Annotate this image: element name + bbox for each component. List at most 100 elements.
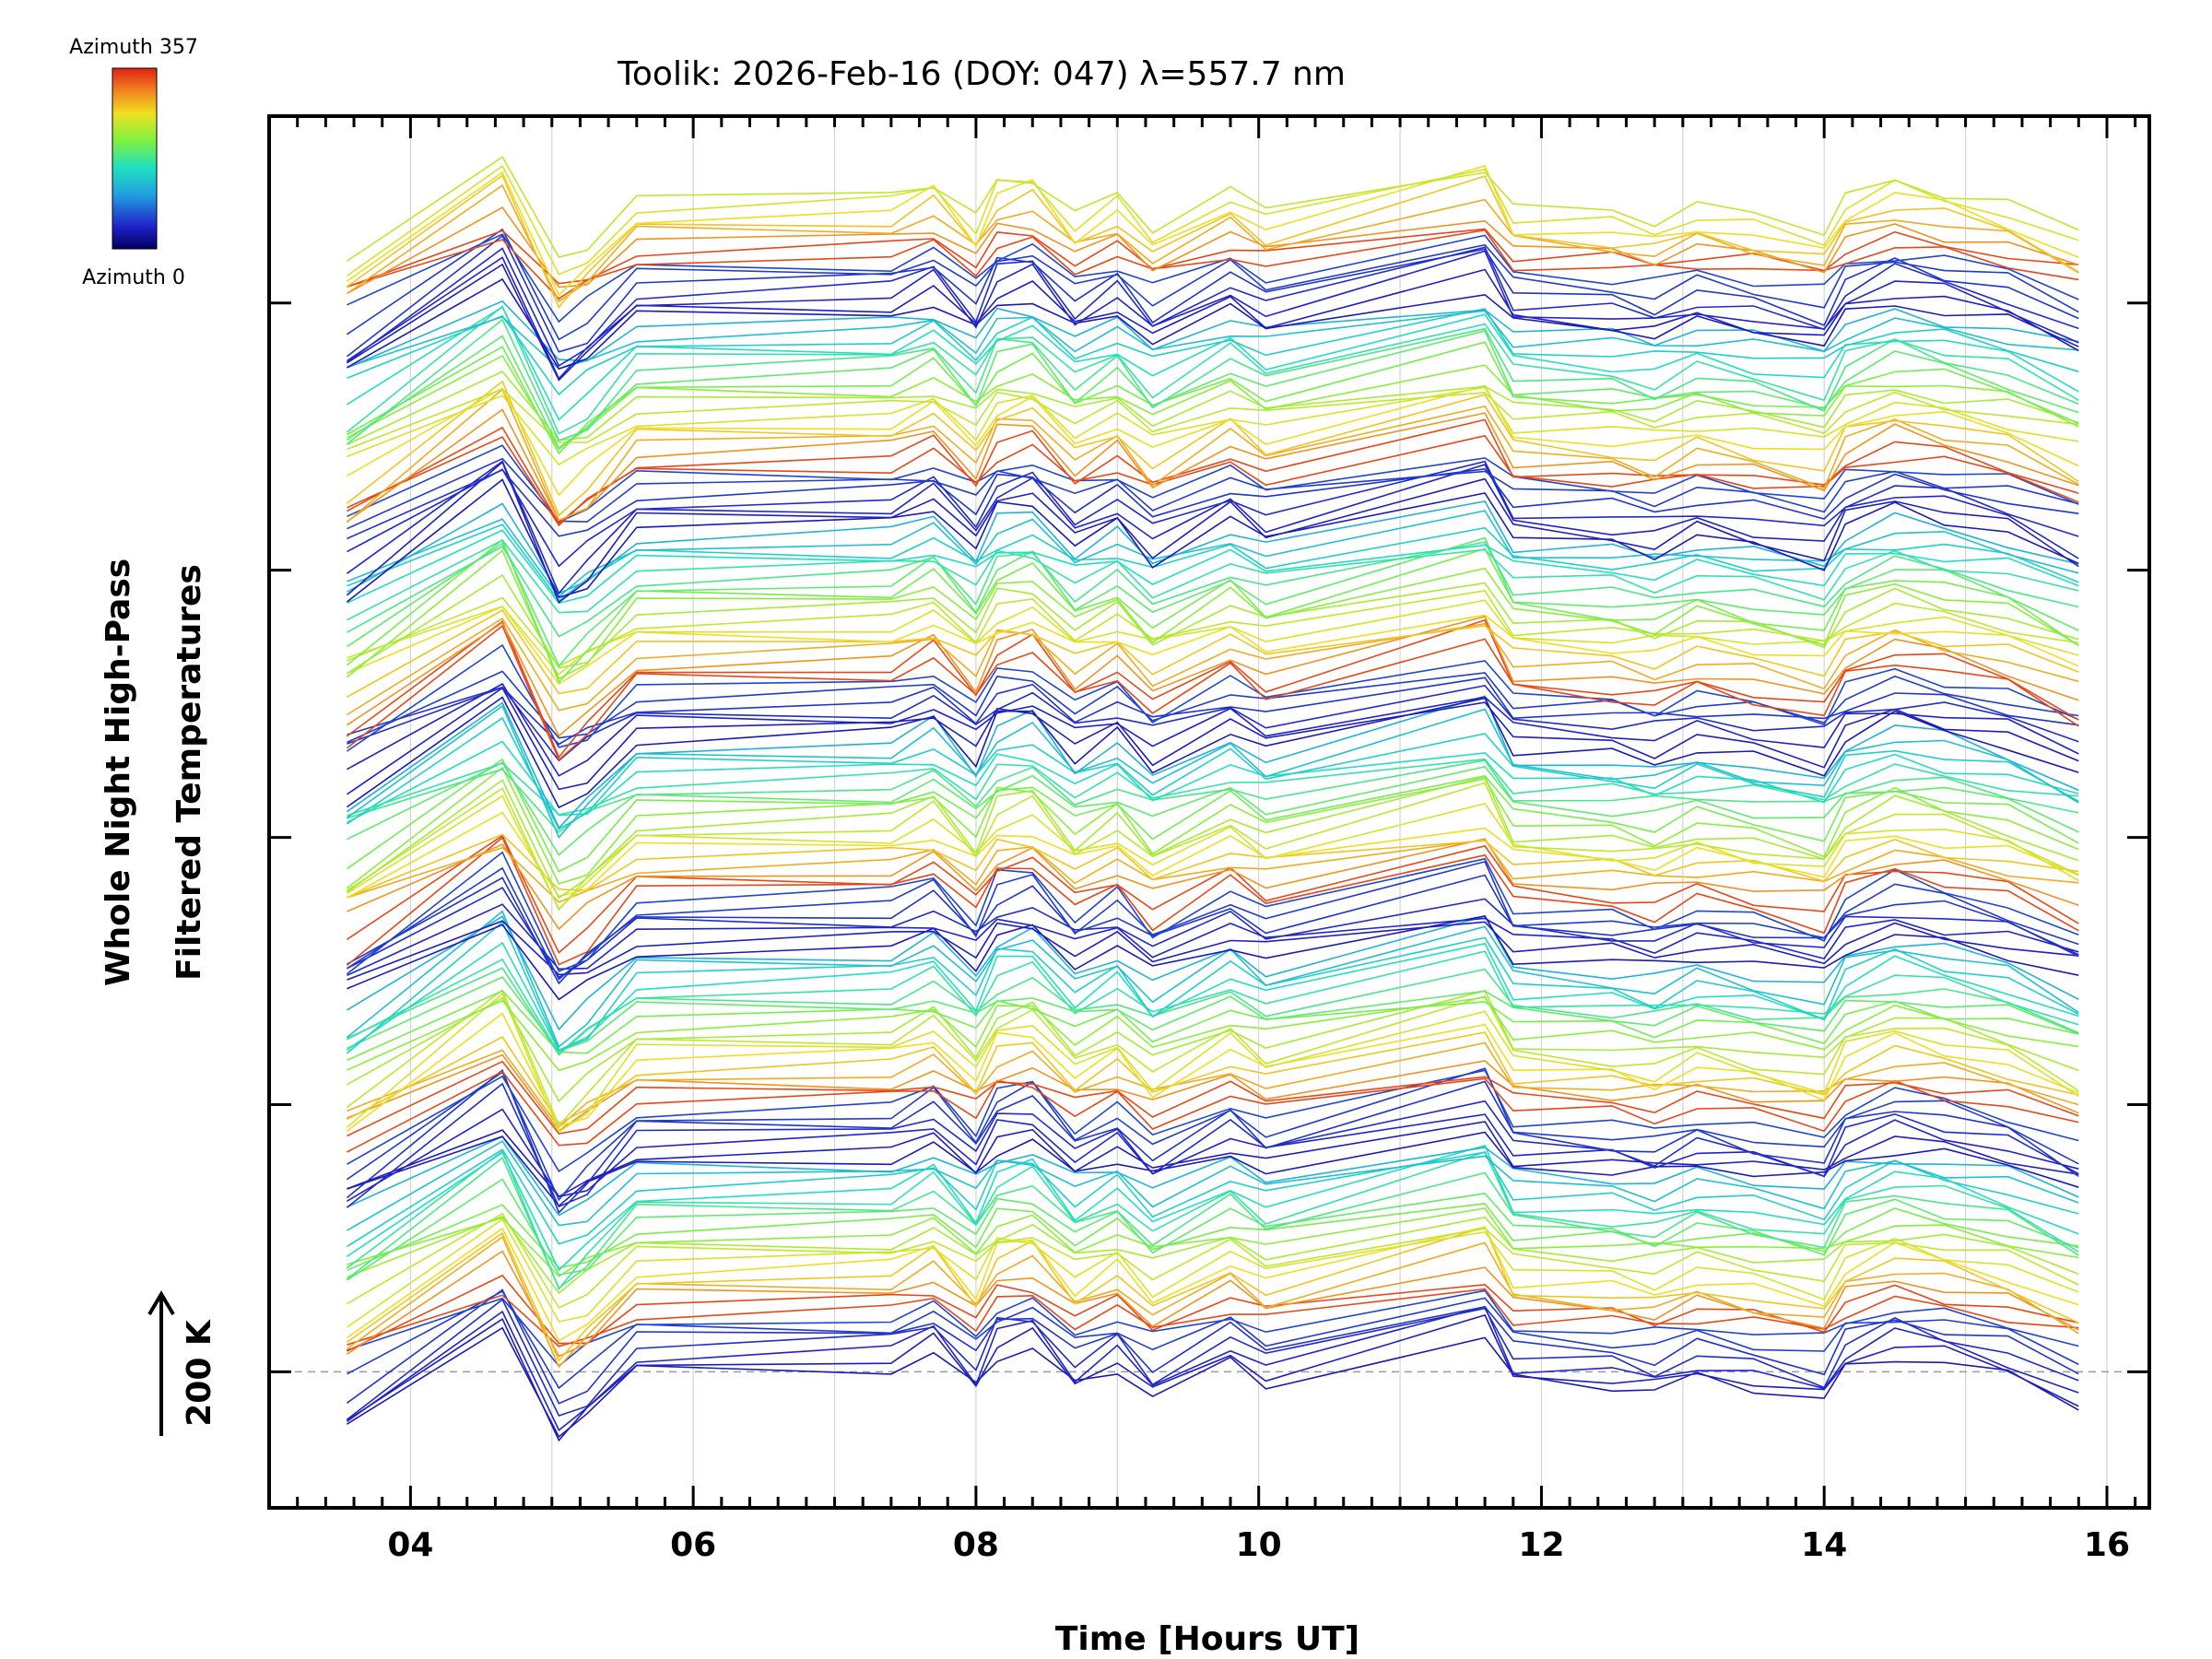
azimuth-trace	[347, 759, 2079, 833]
azimuth-trace	[347, 460, 2079, 568]
y-axis-label-line1: Whole Night High-Pass	[100, 559, 137, 986]
azimuth-trace	[346, 834, 2079, 954]
azimuth-trace	[347, 599, 2079, 676]
azimuth-trace	[346, 687, 2079, 795]
azimuth-trace	[346, 775, 2079, 900]
azimuth-trace	[347, 740, 2079, 824]
azimuth-trace	[346, 536, 2079, 667]
azimuth-trace	[347, 308, 2079, 396]
azimuth-trace	[347, 761, 2079, 856]
azimuth-trace	[347, 1289, 2079, 1390]
azimuth-trace	[346, 1156, 2079, 1289]
azimuth-trace	[346, 549, 2079, 680]
azimuth-trace	[346, 234, 2079, 358]
azimuth-trace	[347, 457, 2079, 530]
azimuth-trace	[347, 1207, 2079, 1277]
azimuth-trace	[346, 380, 2079, 517]
x-tick-label: 10	[1236, 1526, 1282, 1564]
azimuth-trace	[346, 183, 2079, 303]
azimuth-trace	[346, 992, 2079, 1134]
azimuth-trace	[346, 1145, 2079, 1272]
azimuth-trace	[347, 920, 2079, 981]
azimuth-trace	[347, 839, 2079, 903]
azimuth-trace	[347, 510, 2079, 598]
azimuth-trace	[346, 250, 2079, 381]
azimuth-trace	[347, 1289, 2079, 1368]
azimuth-trace	[346, 618, 2079, 759]
azimuth-trace	[346, 766, 2079, 889]
azimuth-trace	[346, 263, 2079, 382]
x-tick-label: 14	[1801, 1526, 1847, 1564]
azimuth-trace	[347, 996, 2079, 1072]
azimuth-trace	[347, 1031, 2079, 1124]
azimuth-trace	[346, 617, 2079, 716]
azimuth-trace	[346, 318, 2079, 445]
azimuth-trace	[347, 833, 2079, 899]
azimuth-trace	[346, 695, 2079, 830]
azimuth-trace	[347, 874, 2079, 985]
azimuth-trace	[347, 915, 2079, 1001]
azimuth-trace	[347, 1203, 2079, 1271]
azimuth-trace	[347, 233, 2079, 324]
azimuth-trace	[346, 794, 2079, 911]
azimuth-trace	[347, 388, 2079, 451]
azimuth-trace	[347, 967, 2079, 1056]
azimuth-trace	[347, 300, 2079, 369]
azimuth-trace	[347, 1070, 2079, 1153]
azimuth-trace	[346, 1226, 2079, 1362]
azimuth-trace	[347, 990, 2079, 1062]
scale-label: 200 K	[181, 1319, 218, 1427]
azimuth-trace	[346, 851, 2079, 975]
azimuth-trace	[347, 310, 2079, 370]
azimuth-trace	[346, 696, 2079, 809]
azimuth-trace	[347, 887, 2079, 979]
azimuth-trace	[347, 1041, 2079, 1129]
azimuth-trace	[346, 1148, 2079, 1248]
azimuth-trace	[347, 229, 2079, 300]
axis-ticks: 04 06 08 10 12 14 16	[267, 116, 2149, 1564]
azimuth-trace	[346, 921, 2079, 1054]
azimuth-trace	[346, 1298, 2079, 1420]
azimuth-trace	[346, 573, 2079, 675]
azimuth-trace	[347, 206, 2079, 295]
chart-title: Toolik: 2026-Feb-16 (DOY: 047) λ=557.7 n…	[617, 55, 1346, 93]
azimuth-trace	[347, 1140, 2079, 1231]
azimuth-trace	[346, 1178, 2079, 1281]
azimuth-trace	[347, 838, 2079, 931]
x-tick-label: 08	[953, 1526, 999, 1564]
colorbar-bottom-label: Azimuth 0	[82, 266, 185, 289]
azimuth-trace	[347, 371, 2079, 446]
azimuth-trace	[346, 1305, 2079, 1431]
azimuth-trace	[347, 277, 2079, 371]
azimuth-trace	[346, 1082, 2079, 1208]
azimuth-trace	[347, 386, 2079, 466]
azimuth-trace	[347, 950, 2079, 1055]
azimuth-trace	[346, 860, 2079, 981]
azimuth-trace	[346, 388, 2079, 524]
azimuth-trace	[347, 609, 2079, 699]
azimuth-trace	[346, 1226, 2079, 1342]
azimuth-trace	[347, 434, 2079, 527]
azimuth-trace	[346, 915, 2079, 1031]
azimuth-trace	[346, 716, 2079, 830]
azimuth-trace	[347, 677, 2079, 746]
azimuth-trace	[347, 1069, 2079, 1173]
x-tick-label: 04	[387, 1526, 433, 1564]
azimuth-trace	[346, 408, 2079, 523]
x-tick-label: 16	[2084, 1526, 2130, 1564]
azimuth-trace	[347, 903, 2079, 977]
azimuth-trace	[347, 990, 2079, 1103]
azimuth-trace	[347, 228, 2079, 288]
azimuth-trace	[346, 1313, 2079, 1442]
azimuth-trace	[346, 330, 2079, 450]
azimuth-trace	[346, 624, 2079, 761]
azimuth-trace	[346, 1067, 2079, 1202]
y-axis-label-line2: Filtered Temperatures	[171, 564, 208, 981]
azimuth-trace	[347, 341, 2079, 455]
azimuth-trace	[346, 782, 2079, 912]
azimuth-trace	[346, 164, 2079, 277]
azimuth-trace	[347, 418, 2079, 525]
azimuth-trace	[347, 1274, 2079, 1352]
azimuth-colorbar	[112, 67, 158, 250]
